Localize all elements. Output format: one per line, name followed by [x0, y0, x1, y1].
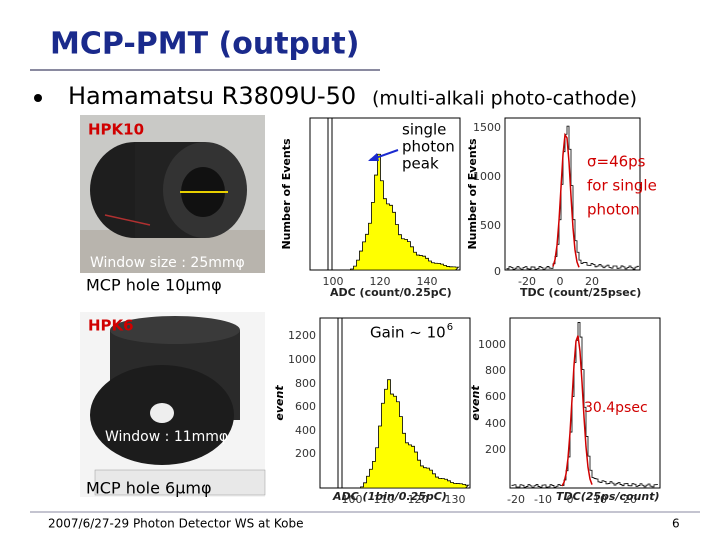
x-tick-label: 120 [408, 493, 429, 506]
annotation: 30.4psec [584, 400, 648, 416]
y-tick-label: 0 [494, 265, 501, 278]
bullet-dot [34, 94, 42, 102]
y-axis-label: event [469, 385, 482, 421]
x-tick-label: 100 [342, 493, 363, 506]
y-tick-label: 400 [485, 417, 506, 430]
y-tick-label: 1000 [473, 170, 501, 183]
x-tick-label: -20 [507, 493, 525, 506]
y-tick-label: 500 [480, 219, 501, 232]
annotation: Gain ~ 10 [370, 324, 446, 342]
x-axis-label: ADC (1bin/0.25pC) [332, 490, 447, 503]
hpk10-label: HPK10 [88, 121, 144, 139]
fit-curve [552, 132, 580, 268]
hpk10-window: Window size : 25mmφ [90, 255, 245, 271]
histogram [347, 153, 460, 271]
y-tick-label: 800 [295, 377, 316, 390]
tube-window [150, 403, 174, 423]
y-tick-label: 1200 [288, 329, 316, 342]
annotation: single [402, 121, 446, 139]
ruler [94, 469, 266, 496]
plot: 100 120 140 Number of Events ADC (count/0.25… [280, 117, 461, 299]
hpk10-photo [80, 115, 265, 273]
y-tick-label: 1000 [288, 353, 316, 366]
x-tick-label: 0 [567, 493, 574, 506]
fit-curve [561, 335, 593, 487]
y-tick-label: 400 [295, 424, 316, 437]
y-tick-label: 800 [485, 364, 506, 377]
x-tick-label: 20 [623, 493, 637, 506]
x-tick-label: 20 [585, 275, 599, 288]
plot: 1000 800 600 400 200 -20 -10 0 10 20 event TDC(25ps… [469, 317, 661, 506]
x-tick-label: 10 [593, 493, 607, 506]
peak-arrowhead [368, 153, 379, 161]
slide-title: MCP-PMT (output) [50, 27, 359, 62]
x-tick-label: 130 [445, 493, 466, 506]
plot-frame [504, 117, 641, 271]
page-number: 6 [672, 517, 680, 531]
pedestal [327, 118, 333, 270]
y-tick-label: 200 [295, 447, 316, 460]
y-tick-label: 600 [295, 400, 316, 413]
hpk6-hole: MCP hole 6μmφ [86, 479, 212, 498]
x-tick-label: 100 [323, 275, 344, 288]
y-axis-label: Number of Events [280, 138, 293, 249]
x-axis-label: TDC (count/25psec) [520, 286, 641, 299]
hpk6-window: Window : 11mmφ [105, 429, 228, 445]
y-axis-label: event [273, 385, 286, 421]
tube-top [110, 316, 240, 344]
x-tick-label: 120 [370, 275, 391, 288]
y-tick-label: 1000 [478, 338, 506, 351]
x-tick-label: 0 [557, 275, 564, 288]
x-axis-label: TDC(25ps/count) [556, 490, 660, 503]
bullet-main: Hamamatsu R3809U-50 [68, 82, 356, 110]
plot-frame [509, 317, 661, 489]
x-tick-label: -20 [518, 275, 536, 288]
x-tick-label: 110 [374, 493, 395, 506]
hpk6-label: HPK6 [88, 317, 134, 335]
x-tick-label: -10 [534, 493, 552, 506]
bullet-sub: (multi-alkali photo-cathode) [372, 88, 637, 110]
hpk10-hole: MCP hole 10μmφ [86, 276, 222, 295]
y-tick-label: 200 [485, 443, 506, 456]
annotation: peak [402, 155, 439, 173]
plot: 1200 1000 800 600 400 200 100 110 120 130 event ADC… [273, 317, 471, 506]
pedestal [337, 318, 343, 488]
y-axis-label: Number of Events [466, 138, 479, 249]
red-mark [104, 214, 151, 226]
footer-text: 2007/6/27-29 Photon Detector WS at Kobe [48, 517, 303, 531]
annotation: photon [587, 201, 640, 219]
hpk6-photo [80, 312, 266, 497]
plot: 1500 1000 500 0 -20 0 20 Number of Events TDC (c… [466, 117, 657, 299]
histogram [506, 125, 639, 270]
annotation: for single [587, 177, 657, 195]
annotation: photon [402, 138, 455, 156]
y-tick-label: 600 [485, 390, 506, 403]
x-tick-label: 140 [417, 275, 438, 288]
annotation-exponent: 6 [447, 322, 453, 333]
x-axis-label: ADC (count/0.25pC) [330, 286, 452, 299]
histogram [357, 379, 470, 489]
y-tick-label: 1500 [473, 121, 501, 134]
annotation: σ=46ps [587, 153, 646, 171]
